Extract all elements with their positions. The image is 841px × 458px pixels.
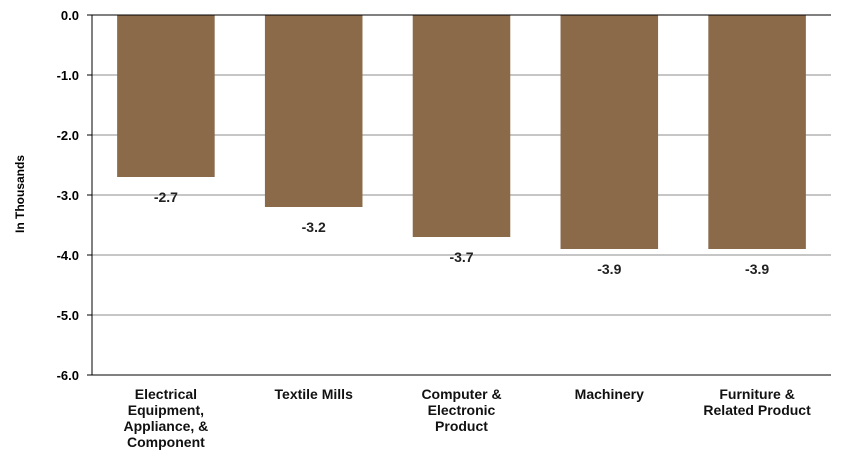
data-labels: -2.7 -3.2 -3.7 -3.9 -3.9 <box>154 189 770 277</box>
y-axis-title: In Thousands <box>13 155 27 233</box>
data-label: -3.9 <box>745 261 769 277</box>
y-tick-label: -2.0 <box>57 128 79 143</box>
y-tick-label: -3.0 <box>57 188 79 203</box>
x-tick-label: Machinery <box>575 386 644 402</box>
y-tick-label: -5.0 <box>57 308 79 323</box>
x-tick-label-line: Textile Mills <box>275 386 354 402</box>
x-tick-label-line: Appliance, & <box>124 418 209 434</box>
x-tick-label: Computer & Electronic Product <box>421 386 501 434</box>
x-tick-label-line: Furniture & <box>719 386 794 402</box>
x-tick-label: Textile Mills <box>275 386 354 402</box>
y-tick-label: 0.0 <box>61 8 79 23</box>
bar <box>412 15 511 237</box>
y-tick-label: -4.0 <box>57 248 79 263</box>
y-tick-label: -6.0 <box>57 368 79 383</box>
data-label: -3.7 <box>449 249 473 265</box>
data-label: -3.2 <box>302 219 326 235</box>
x-tick-label-line: Machinery <box>575 386 644 402</box>
x-tick-label-line: Product <box>435 418 488 434</box>
y-tick-label: -1.0 <box>57 68 79 83</box>
y-tick-labels: 0.0 -1.0 -2.0 -3.0 -4.0 -5.0 -6.0 <box>57 8 79 383</box>
bar <box>708 15 806 249</box>
bar <box>117 15 215 177</box>
data-label: -2.7 <box>154 189 178 205</box>
x-tick-label-line: Electrical <box>135 386 197 402</box>
x-tick-label-line: Computer & <box>421 386 501 402</box>
category-labels: Electrical Equipment, Appliance, & Componen… <box>124 386 812 450</box>
x-tick-label-line: Related Product <box>703 402 811 418</box>
x-tick-label-line: Equipment, <box>128 402 204 418</box>
data-label: -3.9 <box>597 261 621 277</box>
x-tick-label: Furniture & Related Product <box>703 386 811 418</box>
x-tick-label: Electrical Equipment, Appliance, & Componen… <box>124 386 209 450</box>
bar <box>560 15 659 249</box>
x-tick-label-line: Component <box>127 434 205 450</box>
bars <box>117 15 806 249</box>
axes <box>87 14 831 376</box>
bar <box>264 15 363 207</box>
x-tick-label-line: Electronic <box>428 402 496 418</box>
